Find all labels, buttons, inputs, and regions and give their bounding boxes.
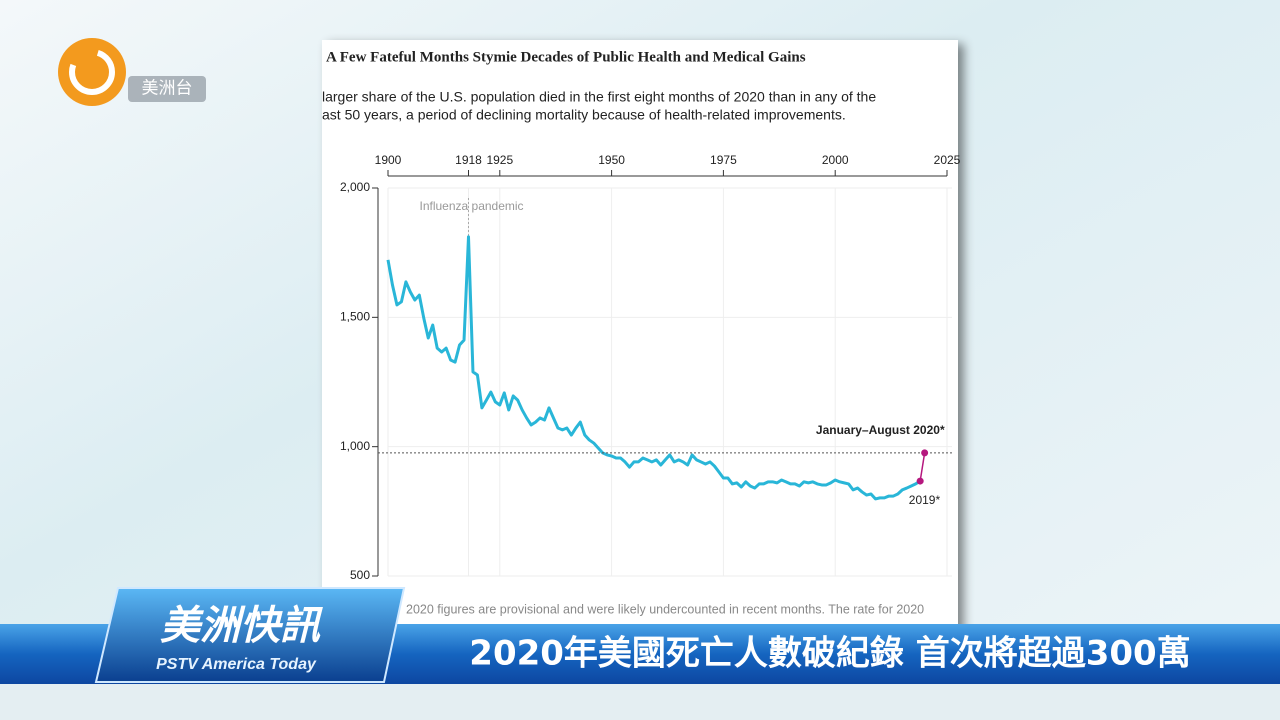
y-tick-label: 2,000 bbox=[340, 180, 370, 194]
chart-subtitle: ast 50 years, a period of declining mort… bbox=[322, 107, 846, 123]
y-tick-label: 1,000 bbox=[340, 439, 370, 453]
chart-subtitle: larger share of the U.S. population died… bbox=[322, 89, 876, 105]
chart-title: A Few Fateful Months Stymie Decades of P… bbox=[326, 49, 806, 65]
x-tick-label: 1975 bbox=[710, 153, 737, 167]
data-line bbox=[386, 235, 921, 501]
highlight-line bbox=[919, 452, 926, 482]
bottom-strip bbox=[0, 684, 1280, 720]
x-tick-label: 2025 bbox=[934, 153, 961, 167]
y-tick-label: 1,500 bbox=[340, 310, 370, 324]
footnote: 2020 figures are provisional and were li… bbox=[406, 602, 924, 616]
x-tick-label: 1950 bbox=[598, 153, 625, 167]
highlight-label: January–August 2020* bbox=[816, 423, 945, 437]
logo-text: 美洲台 bbox=[142, 78, 193, 97]
program-subtitle: PSTV America Today bbox=[156, 656, 317, 673]
program-box bbox=[94, 587, 406, 683]
program-title: 美洲快訊 bbox=[160, 603, 323, 649]
headline: 2020年美國死亡人數破紀錄 首次將超過300萬 bbox=[469, 634, 1190, 674]
chart-panel bbox=[322, 40, 958, 640]
chart: A Few Fateful Months Stymie Decades of P… bbox=[322, 49, 961, 616]
highlight-point bbox=[916, 477, 924, 485]
x-tick-label: 2000 bbox=[822, 153, 849, 167]
x-tick-label: 1900 bbox=[375, 153, 402, 167]
y-tick-label: 500 bbox=[350, 568, 370, 582]
logo: 美洲台 bbox=[58, 38, 206, 106]
x-tick-label: 1918 bbox=[455, 153, 482, 167]
x-tick-label: 1925 bbox=[486, 153, 513, 167]
annotation: Influenza pandemic bbox=[419, 199, 523, 213]
highlight-label: 2019* bbox=[909, 493, 941, 507]
highlight-point bbox=[921, 449, 929, 457]
